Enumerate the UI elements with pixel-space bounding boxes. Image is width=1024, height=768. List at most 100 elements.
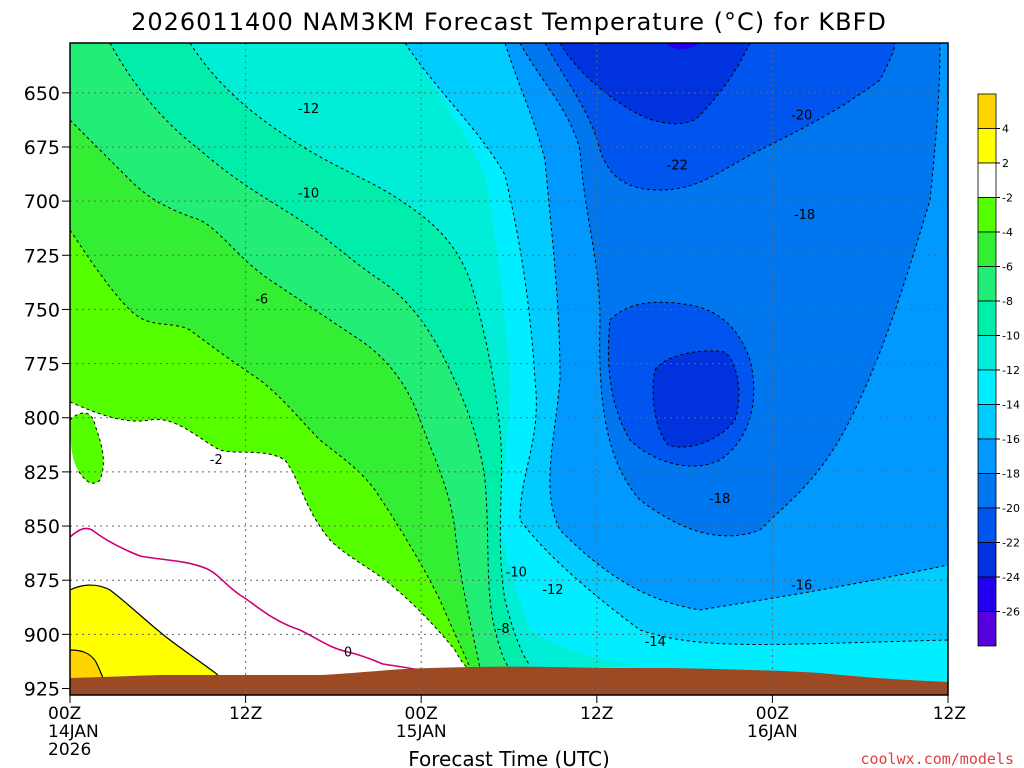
contour-minus14 bbox=[404, 42, 949, 645]
contour-minus20 bbox=[544, 42, 896, 191]
contour-minus18 bbox=[519, 42, 941, 537]
colorbar-label: -20 bbox=[1002, 502, 1020, 515]
x-tick-label: 12Z bbox=[229, 704, 262, 724]
colorbar-label: -24 bbox=[1002, 571, 1020, 584]
colorbar-label: -16 bbox=[1002, 433, 1020, 446]
contour-label: -22 bbox=[667, 158, 688, 173]
colorbar-swatch bbox=[977, 369, 997, 405]
contour-plus2 bbox=[69, 584, 219, 676]
contour-plus4 bbox=[69, 649, 105, 681]
colorbar-swatch bbox=[977, 128, 997, 164]
band-minus24-upper bbox=[560, 43, 750, 124]
band-minus24-middle bbox=[653, 350, 739, 448]
contour-label: -8 bbox=[497, 622, 510, 637]
x-tick-label: 2026 bbox=[48, 740, 91, 760]
x-tick-label: 14JAN bbox=[48, 722, 99, 742]
y-tick-label: 725 bbox=[24, 245, 60, 267]
contour-label: -16 bbox=[791, 579, 812, 594]
colorbar-swatch bbox=[977, 542, 997, 578]
contour-label: -12 bbox=[298, 102, 319, 117]
x-tick-label: 00Z bbox=[405, 704, 438, 724]
x-tick-label: 12Z bbox=[933, 704, 966, 724]
contour-minus22 bbox=[559, 42, 751, 125]
colorbar: 4 2 -2 -4 -6 -8 -10 -12 -14 -16 -18 -20 -22 -24 -26 bbox=[977, 93, 1020, 647]
x-tick-label: 00Z bbox=[756, 704, 789, 724]
colorbar-swatch bbox=[977, 300, 997, 336]
colorbar-swatch bbox=[977, 438, 997, 474]
colorbar-label: -6 bbox=[1002, 261, 1013, 274]
colorbar-label: 4 bbox=[1002, 123, 1009, 136]
colorbar-label: -22 bbox=[1002, 537, 1020, 550]
colorbar-label: 2 bbox=[1002, 157, 1009, 170]
terrain bbox=[70, 666, 948, 695]
colorbar-swatch bbox=[977, 576, 997, 612]
x-tick-label: 12Z bbox=[580, 704, 613, 724]
colorbar-swatch bbox=[977, 404, 997, 440]
contour-minus6 bbox=[69, 229, 471, 669]
colorbar-swatch bbox=[977, 93, 997, 129]
contour-minus12b bbox=[189, 42, 531, 666]
y-tick-label: 700 bbox=[24, 191, 60, 213]
colorbar-label: -12 bbox=[1002, 364, 1020, 377]
y-tick-label: 775 bbox=[24, 354, 60, 376]
band-minus26-top bbox=[665, 43, 700, 50]
chart-title: 2026011400 NAM3KM Forecast Temperature (… bbox=[131, 8, 887, 36]
contour-minus4-patch bbox=[69, 412, 104, 484]
colorbar-swatch bbox=[977, 473, 997, 509]
x-tick-label: 00Z bbox=[48, 704, 81, 724]
colorbar-label: -18 bbox=[1002, 468, 1020, 481]
contour-label: -6 bbox=[255, 293, 268, 308]
colorbar-swatch bbox=[977, 266, 997, 302]
y-tick-label: 800 bbox=[24, 408, 60, 430]
colorbar-swatch bbox=[977, 162, 997, 198]
x-tick-label: 15JAN bbox=[396, 722, 447, 742]
colorbar-swatch bbox=[977, 231, 997, 267]
temperature-fill-regions bbox=[70, 43, 948, 695]
freezing-line bbox=[69, 527, 421, 671]
warm-contours bbox=[69, 584, 219, 681]
colorbar-label: -2 bbox=[1002, 192, 1013, 205]
colorbar-swatch bbox=[977, 507, 997, 543]
contour-lines bbox=[69, 42, 949, 669]
contour-minus22-mid bbox=[652, 350, 740, 448]
plot-border bbox=[69, 42, 949, 696]
contour-label: -10 bbox=[506, 566, 527, 581]
band-plus4 bbox=[70, 650, 104, 682]
y-tick-label: 925 bbox=[24, 679, 60, 701]
contour-label: -18 bbox=[709, 492, 730, 507]
credit-text: coolwx.com/models bbox=[860, 750, 1014, 768]
colorbar-swatch bbox=[977, 197, 997, 233]
x-tick-label: 16JAN bbox=[747, 722, 798, 742]
y-tick-label: 750 bbox=[24, 299, 60, 321]
contour-label: -12 bbox=[542, 583, 563, 598]
y-tick-label: 675 bbox=[24, 137, 60, 159]
contour-minus8 bbox=[69, 119, 481, 669]
contour-label: -14 bbox=[645, 635, 666, 650]
contour-label: -18 bbox=[794, 208, 815, 223]
y-tick-label: 900 bbox=[24, 624, 60, 646]
contour-labels: -12-10-6-20-10-12-8-14-18-16-18-20-22 bbox=[210, 102, 815, 661]
band-minus2 bbox=[70, 402, 468, 695]
colorbar-label: -14 bbox=[1002, 399, 1020, 412]
contour-minus4 bbox=[69, 401, 469, 669]
colorbar-label: -26 bbox=[1002, 606, 1020, 619]
y-tick-label: 650 bbox=[24, 83, 60, 105]
y-axis: 650 675 700 725 750 775 800 825 850 875 900 925 bbox=[24, 83, 70, 701]
y-tick-label: 825 bbox=[24, 462, 60, 484]
contour-label: -2 bbox=[210, 453, 223, 468]
band-minus4-patch bbox=[70, 413, 104, 484]
colorbar-swatch bbox=[977, 335, 997, 371]
contour-minus16 bbox=[504, 42, 949, 611]
y-tick-label: 875 bbox=[24, 570, 60, 592]
colorbar-label: -8 bbox=[1002, 295, 1013, 308]
contour-label: 0 bbox=[344, 646, 352, 661]
colorbar-label: -10 bbox=[1002, 330, 1020, 343]
colorbar-swatch bbox=[977, 611, 997, 647]
x-axis-title: Forecast Time (UTC) bbox=[408, 747, 610, 768]
contour-label: -20 bbox=[791, 108, 812, 123]
colorbar-label: -4 bbox=[1002, 226, 1013, 239]
band-plus2 bbox=[70, 585, 218, 680]
contour-label: -10 bbox=[298, 186, 319, 201]
